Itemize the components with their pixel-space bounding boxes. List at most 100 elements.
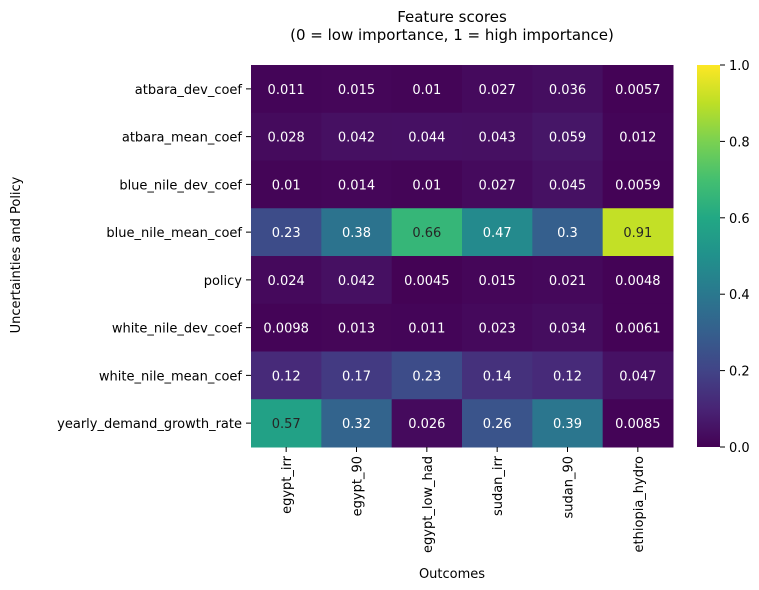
cell-value-label: 0.91 [623, 226, 652, 241]
heatmap-cell [462, 399, 533, 448]
cell-value-label: 0.015 [479, 274, 516, 289]
heatmap-cell [321, 256, 393, 305]
cell-value-label: 0.059 [549, 131, 586, 146]
cell-value-label: 0.047 [619, 369, 656, 384]
heatmap-cell [321, 351, 393, 400]
heatmap-cell [602, 160, 674, 209]
heatmap-cell [532, 208, 604, 257]
heatmap-cell [321, 208, 393, 257]
heatmap-cell [251, 351, 322, 400]
cell-value-label: 0.042 [338, 274, 375, 289]
heatmap-cell [602, 399, 674, 448]
heatmap-cell [251, 256, 322, 305]
heatmap-cell [602, 256, 674, 305]
heatmap-cell [462, 112, 533, 161]
y-tick-label: blue_nile_mean_coef [106, 226, 242, 241]
heatmap-cell [391, 112, 463, 161]
x-tick-labels: egypt_irr egypt_90 egypt_low_had sudan_irr s… [280, 447, 647, 553]
cell-value-label: 0.23 [412, 369, 441, 384]
heatmap-cell [602, 65, 674, 114]
y-tick-label: atbara_mean_coef [122, 131, 243, 146]
heatmap-cell [391, 208, 463, 257]
cell-value-label: 0.021 [549, 274, 586, 289]
cell-value-label: 0.0085 [615, 417, 661, 432]
cell-value-label: 0.028 [268, 131, 305, 146]
y-axis-label: Uncertainties and Policy [9, 176, 24, 333]
colorbar-tick-label: 0.2 [729, 365, 750, 380]
heatmap-cell [602, 351, 674, 400]
heatmap-cell [462, 65, 533, 114]
cell-value-label: 0.027 [479, 178, 516, 193]
cell-value-label: 0.23 [272, 226, 301, 241]
heatmap-cell [391, 399, 463, 448]
heatmap-cell [462, 303, 533, 352]
cell-value-label: 0.013 [338, 322, 375, 337]
cell-value-label: 0.57 [272, 417, 301, 432]
heatmap-cell [391, 160, 463, 209]
cell-value-label: 0.045 [549, 178, 586, 193]
heatmap-cell [462, 256, 533, 305]
cell-value-label: 0.043 [479, 131, 516, 146]
cell-value-label: 0.014 [338, 178, 375, 193]
heatmap-cell [462, 160, 533, 209]
chart-title-line-1: Feature scores [397, 8, 507, 26]
cell-value-label: 0.0045 [404, 274, 450, 289]
cell-value-label: 0.0057 [615, 83, 661, 98]
cell-value-label: 0.12 [272, 369, 301, 384]
heatmap-cell [321, 303, 393, 352]
cell-value-label: 0.023 [479, 322, 516, 337]
y-tick-labels: atbara_dev_coef atbara_mean_coef blue_nile… [57, 83, 251, 432]
heatmap-cell [321, 160, 393, 209]
cell-value-label: 0.01 [272, 178, 301, 193]
colorbar-tick-label: 0.0 [729, 441, 750, 456]
cell-value-label: 0.17 [342, 369, 371, 384]
chart-title-line-2: (0 = low importance, 1 = high importance… [290, 26, 614, 44]
colorbar-tick-label: 0.4 [729, 288, 750, 303]
cell-value-label: 0.38 [342, 226, 371, 241]
heatmap-cell [251, 399, 322, 448]
heatmap-cell [391, 256, 463, 305]
heatmap-cell [532, 65, 604, 114]
cell-value-label: 0.024 [268, 274, 305, 289]
cell-value-label: 0.47 [483, 226, 512, 241]
cell-value-label: 0.39 [553, 417, 582, 432]
heatmap-cell [391, 65, 463, 114]
heatmap-cell [391, 303, 463, 352]
heatmap-cell [391, 351, 463, 400]
x-tick-label: sudan_90 [562, 456, 577, 519]
cell-value-label: 0.12 [553, 369, 582, 384]
cell-value-label: 0.0098 [263, 322, 309, 337]
cell-value-label: 0.044 [408, 131, 445, 146]
heatmap-cell [251, 112, 322, 161]
colorbar-tick-label: 0.8 [729, 135, 750, 150]
heatmap-cell [462, 208, 533, 257]
colorbar-tick-label: 0.6 [729, 212, 750, 227]
heatmap-cell [602, 112, 674, 161]
heatmap-cell [602, 303, 674, 352]
heatmap-cell [532, 112, 604, 161]
cell-value-label: 0.32 [342, 417, 371, 432]
heatmap-cell [251, 303, 322, 352]
heatmap-cell [321, 65, 393, 114]
cell-value-label: 0.3 [557, 226, 578, 241]
heatmap-cell [321, 112, 393, 161]
cell-value-label: 0.034 [549, 322, 586, 337]
y-tick-label: white_nile_mean_coef [99, 369, 243, 384]
cell-value-label: 0.011 [268, 83, 305, 98]
cell-value-label: 0.01 [412, 178, 441, 193]
heatmap-cell [251, 65, 322, 114]
cell-value-label: 0.0059 [615, 178, 661, 193]
cell-value-label: 0.012 [619, 131, 656, 146]
x-tick-label: ethiopia_hydro [632, 456, 647, 552]
heatmap-cell [462, 351, 533, 400]
y-tick-label: policy [204, 274, 243, 289]
colorbar-ticks: 0.0 0.2 0.4 0.6 0.8 1.0 [720, 59, 750, 456]
cell-value-label: 0.011 [408, 322, 445, 337]
y-tick-label: yearly_demand_growth_rate [57, 417, 242, 432]
heatmap-cells: 0.011 0.015 0.01 0.027 0.036 0.0057 0.028 0.042… [251, 65, 674, 448]
cell-value-label: 0.026 [408, 417, 445, 432]
cell-value-label: 0.0061 [615, 322, 661, 337]
heatmap-cell [532, 303, 604, 352]
